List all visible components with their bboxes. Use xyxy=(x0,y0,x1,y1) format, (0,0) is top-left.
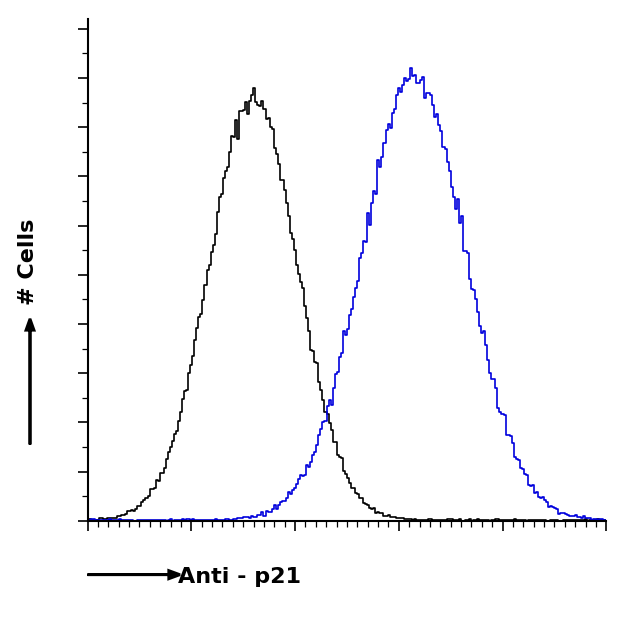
Text: # Cells: # Cells xyxy=(18,218,38,305)
Text: Anti - p21: Anti - p21 xyxy=(178,566,301,587)
